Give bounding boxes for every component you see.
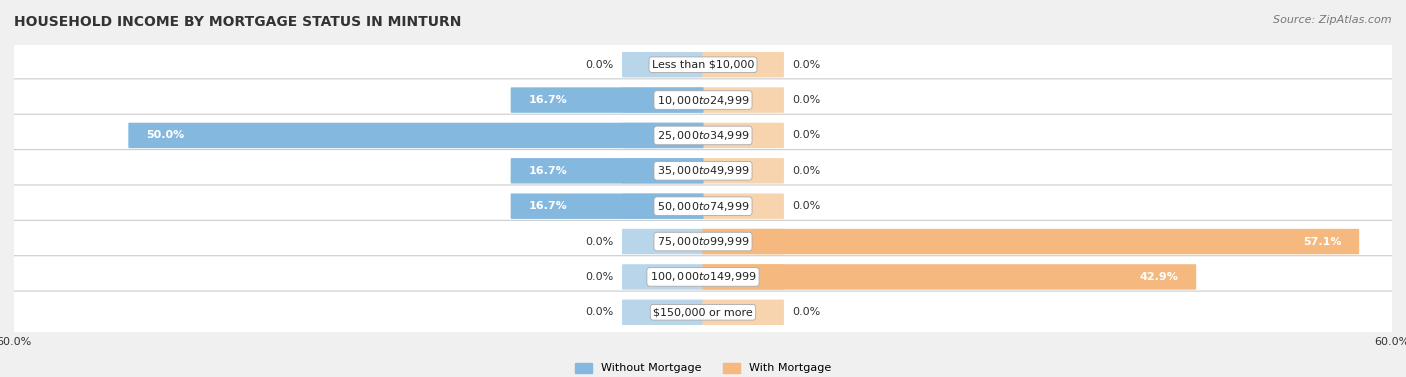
Text: Less than $10,000: Less than $10,000 (652, 60, 754, 70)
Text: $35,000 to $49,999: $35,000 to $49,999 (657, 164, 749, 177)
Text: 0.0%: 0.0% (793, 130, 821, 141)
Text: 0.0%: 0.0% (793, 95, 821, 105)
FancyBboxPatch shape (7, 114, 1399, 157)
Text: 57.1%: 57.1% (1303, 236, 1341, 247)
FancyBboxPatch shape (621, 123, 703, 148)
Text: 16.7%: 16.7% (529, 95, 567, 105)
Text: 50.0%: 50.0% (146, 130, 184, 141)
FancyBboxPatch shape (621, 300, 703, 325)
Text: 0.0%: 0.0% (585, 60, 613, 70)
Text: 0.0%: 0.0% (585, 236, 613, 247)
FancyBboxPatch shape (621, 158, 703, 184)
Text: 0.0%: 0.0% (793, 201, 821, 211)
FancyBboxPatch shape (7, 79, 1399, 121)
FancyBboxPatch shape (703, 264, 785, 290)
Text: $150,000 or more: $150,000 or more (654, 307, 752, 317)
Text: HOUSEHOLD INCOME BY MORTGAGE STATUS IN MINTURN: HOUSEHOLD INCOME BY MORTGAGE STATUS IN M… (14, 15, 461, 29)
FancyBboxPatch shape (703, 229, 1360, 254)
FancyBboxPatch shape (510, 87, 703, 113)
Text: $25,000 to $34,999: $25,000 to $34,999 (657, 129, 749, 142)
Text: 0.0%: 0.0% (793, 60, 821, 70)
FancyBboxPatch shape (703, 52, 785, 77)
Text: $100,000 to $149,999: $100,000 to $149,999 (650, 270, 756, 284)
Text: 0.0%: 0.0% (793, 166, 821, 176)
FancyBboxPatch shape (7, 256, 1399, 298)
Text: 42.9%: 42.9% (1139, 272, 1178, 282)
Text: 16.7%: 16.7% (529, 166, 567, 176)
FancyBboxPatch shape (703, 229, 785, 254)
Text: $50,000 to $74,999: $50,000 to $74,999 (657, 200, 749, 213)
Legend: Without Mortgage, With Mortgage: Without Mortgage, With Mortgage (571, 358, 835, 377)
FancyBboxPatch shape (7, 185, 1399, 227)
FancyBboxPatch shape (510, 158, 703, 184)
Text: 0.0%: 0.0% (585, 307, 613, 317)
FancyBboxPatch shape (7, 220, 1399, 263)
Text: $75,000 to $99,999: $75,000 to $99,999 (657, 235, 749, 248)
FancyBboxPatch shape (7, 291, 1399, 334)
FancyBboxPatch shape (703, 300, 785, 325)
FancyBboxPatch shape (703, 264, 1197, 290)
FancyBboxPatch shape (703, 193, 785, 219)
FancyBboxPatch shape (703, 87, 785, 113)
FancyBboxPatch shape (7, 43, 1399, 86)
FancyBboxPatch shape (621, 87, 703, 113)
FancyBboxPatch shape (7, 150, 1399, 192)
Text: 0.0%: 0.0% (793, 307, 821, 317)
Text: Source: ZipAtlas.com: Source: ZipAtlas.com (1274, 15, 1392, 25)
FancyBboxPatch shape (621, 52, 703, 77)
FancyBboxPatch shape (703, 123, 785, 148)
FancyBboxPatch shape (510, 193, 703, 219)
Text: 0.0%: 0.0% (585, 272, 613, 282)
FancyBboxPatch shape (621, 264, 703, 290)
Text: 16.7%: 16.7% (529, 201, 567, 211)
FancyBboxPatch shape (621, 193, 703, 219)
FancyBboxPatch shape (621, 229, 703, 254)
FancyBboxPatch shape (703, 158, 785, 184)
Text: $10,000 to $24,999: $10,000 to $24,999 (657, 93, 749, 107)
FancyBboxPatch shape (128, 123, 703, 148)
